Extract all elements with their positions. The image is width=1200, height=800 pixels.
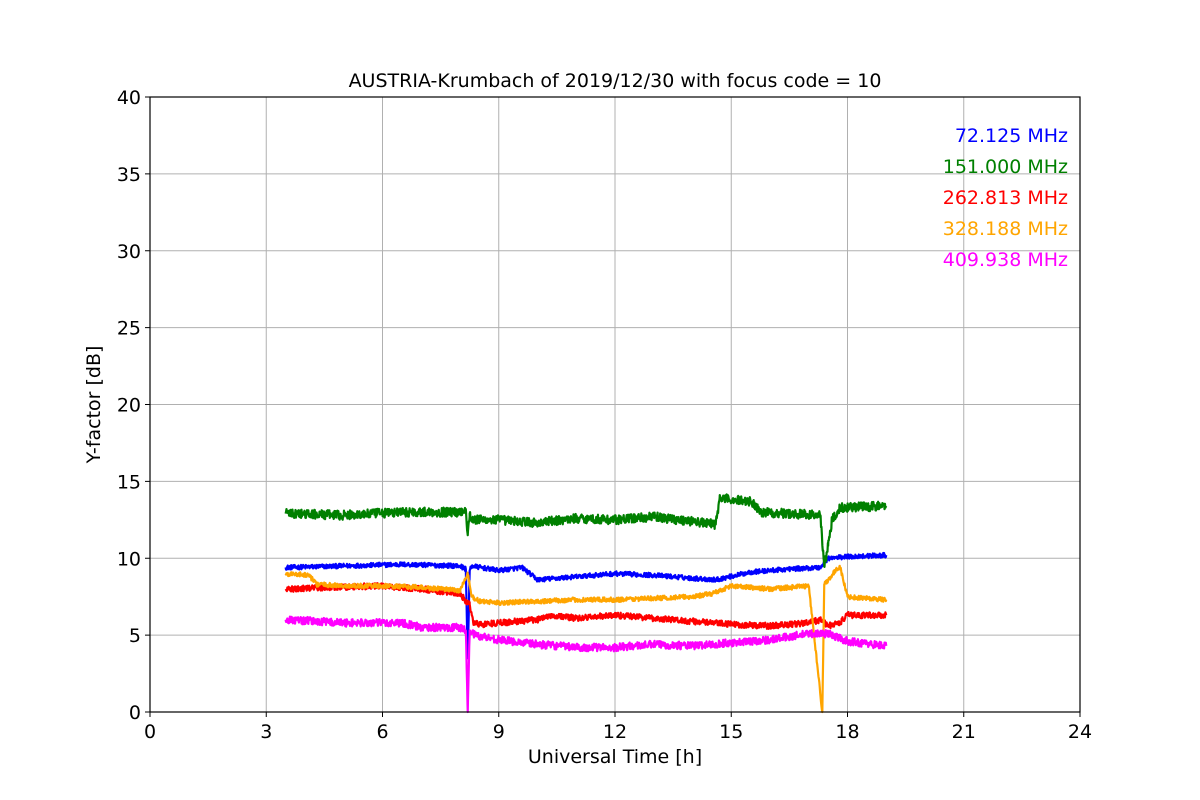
x-axis-label: Universal Time [h] xyxy=(528,746,702,768)
x-tick-label: 0 xyxy=(144,721,156,743)
legend-entry: 328.188 MHz xyxy=(943,218,1068,240)
series-layer xyxy=(284,493,888,714)
y-tick-label: 40 xyxy=(117,87,141,109)
y-axis-label: Y-factor [dB] xyxy=(83,346,105,465)
series-line xyxy=(284,615,888,714)
x-axis: 0 3 6 9 12 15 18 21 24 xyxy=(144,712,1092,743)
y-axis: 0 5 10 15 20 25 30 35 40 xyxy=(117,87,150,724)
legend-entry: 262.813 MHz xyxy=(943,187,1068,209)
series-line xyxy=(284,564,888,714)
x-tick-label: 12 xyxy=(603,721,627,743)
x-tick-label: 15 xyxy=(719,721,743,743)
x-tick-label: 18 xyxy=(835,721,859,743)
y-tick-label: 5 xyxy=(129,625,141,647)
y-tick-label: 15 xyxy=(117,471,141,493)
y-tick-label: 25 xyxy=(117,318,141,340)
x-tick-label: 9 xyxy=(493,721,505,743)
legend: 72.125 MHz 151.000 MHz 262.813 MHz 328.188 … xyxy=(943,125,1068,271)
x-tick-label: 24 xyxy=(1068,721,1092,743)
x-tick-label: 3 xyxy=(260,721,272,743)
series-line xyxy=(284,493,888,568)
y-tick-label: 10 xyxy=(117,548,141,570)
chart-title: AUSTRIA-Krumbach of 2019/12/30 with focu… xyxy=(349,70,882,92)
legend-entry: 72.125 MHz xyxy=(955,125,1068,147)
x-tick-label: 6 xyxy=(376,721,388,743)
x-tick-label: 21 xyxy=(952,721,976,743)
legend-entry: 409.938 MHz xyxy=(943,249,1068,271)
series-1 xyxy=(284,551,888,660)
legend-entry: 151.000 MHz xyxy=(943,156,1068,178)
series-line xyxy=(284,551,888,660)
y-tick-label: 0 xyxy=(129,702,141,724)
series-5 xyxy=(284,615,888,714)
series-4 xyxy=(284,564,888,714)
series-2 xyxy=(284,493,888,568)
y-tick-label: 20 xyxy=(117,395,141,417)
y-tick-label: 35 xyxy=(117,164,141,186)
y-tick-label: 30 xyxy=(117,241,141,263)
